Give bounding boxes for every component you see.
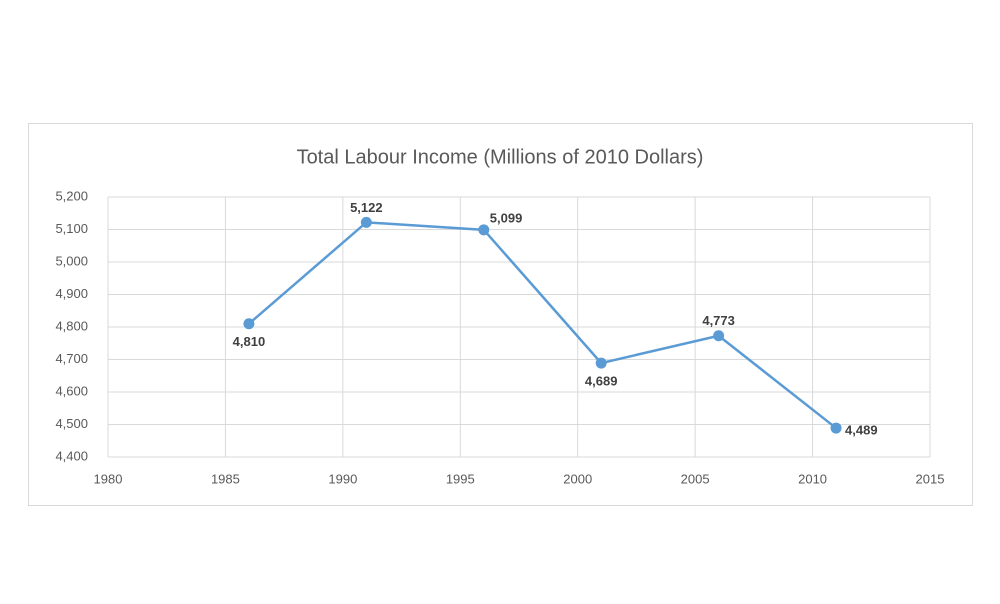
x-tick-label: 2000 (563, 471, 592, 486)
data-point (478, 224, 490, 236)
x-tick-label: 2010 (798, 471, 827, 486)
y-tick-label: 4,400 (55, 448, 88, 463)
y-tick-label: 4,500 (55, 416, 88, 431)
data-label: 5,099 (490, 210, 523, 225)
data-point (595, 357, 607, 369)
x-tick-label: 1985 (211, 471, 240, 486)
y-tick-label: 4,600 (55, 383, 88, 398)
x-tick-label: 1995 (446, 471, 475, 486)
series-line (248, 221, 837, 430)
y-tick-label: 4,700 (55, 351, 88, 366)
chart-title: Total Labour Income (Millions of 2010 Do… (297, 146, 704, 168)
x-tick-label: 2015 (916, 471, 945, 486)
data-point (830, 422, 842, 434)
y-tick-label: 5,000 (55, 253, 88, 268)
data-point (243, 318, 255, 330)
data-label: 4,689 (585, 374, 618, 389)
data-label: 5,122 (350, 200, 383, 215)
data-label: 4,810 (233, 334, 266, 349)
y-tick-label: 5,100 (55, 221, 88, 236)
y-tick-label: 5,200 (55, 188, 88, 203)
x-tick-label: 1990 (328, 471, 357, 486)
chart-frame (28, 123, 973, 506)
x-tick-label: 2005 (681, 471, 710, 486)
data-point (360, 216, 372, 228)
x-tick-label: 1980 (94, 471, 123, 486)
y-tick-label: 4,800 (55, 318, 88, 333)
data-label: 4,489 (845, 423, 878, 438)
data-label: 4,773 (702, 313, 735, 328)
y-tick-label: 4,900 (55, 286, 88, 301)
data-point (713, 330, 725, 342)
